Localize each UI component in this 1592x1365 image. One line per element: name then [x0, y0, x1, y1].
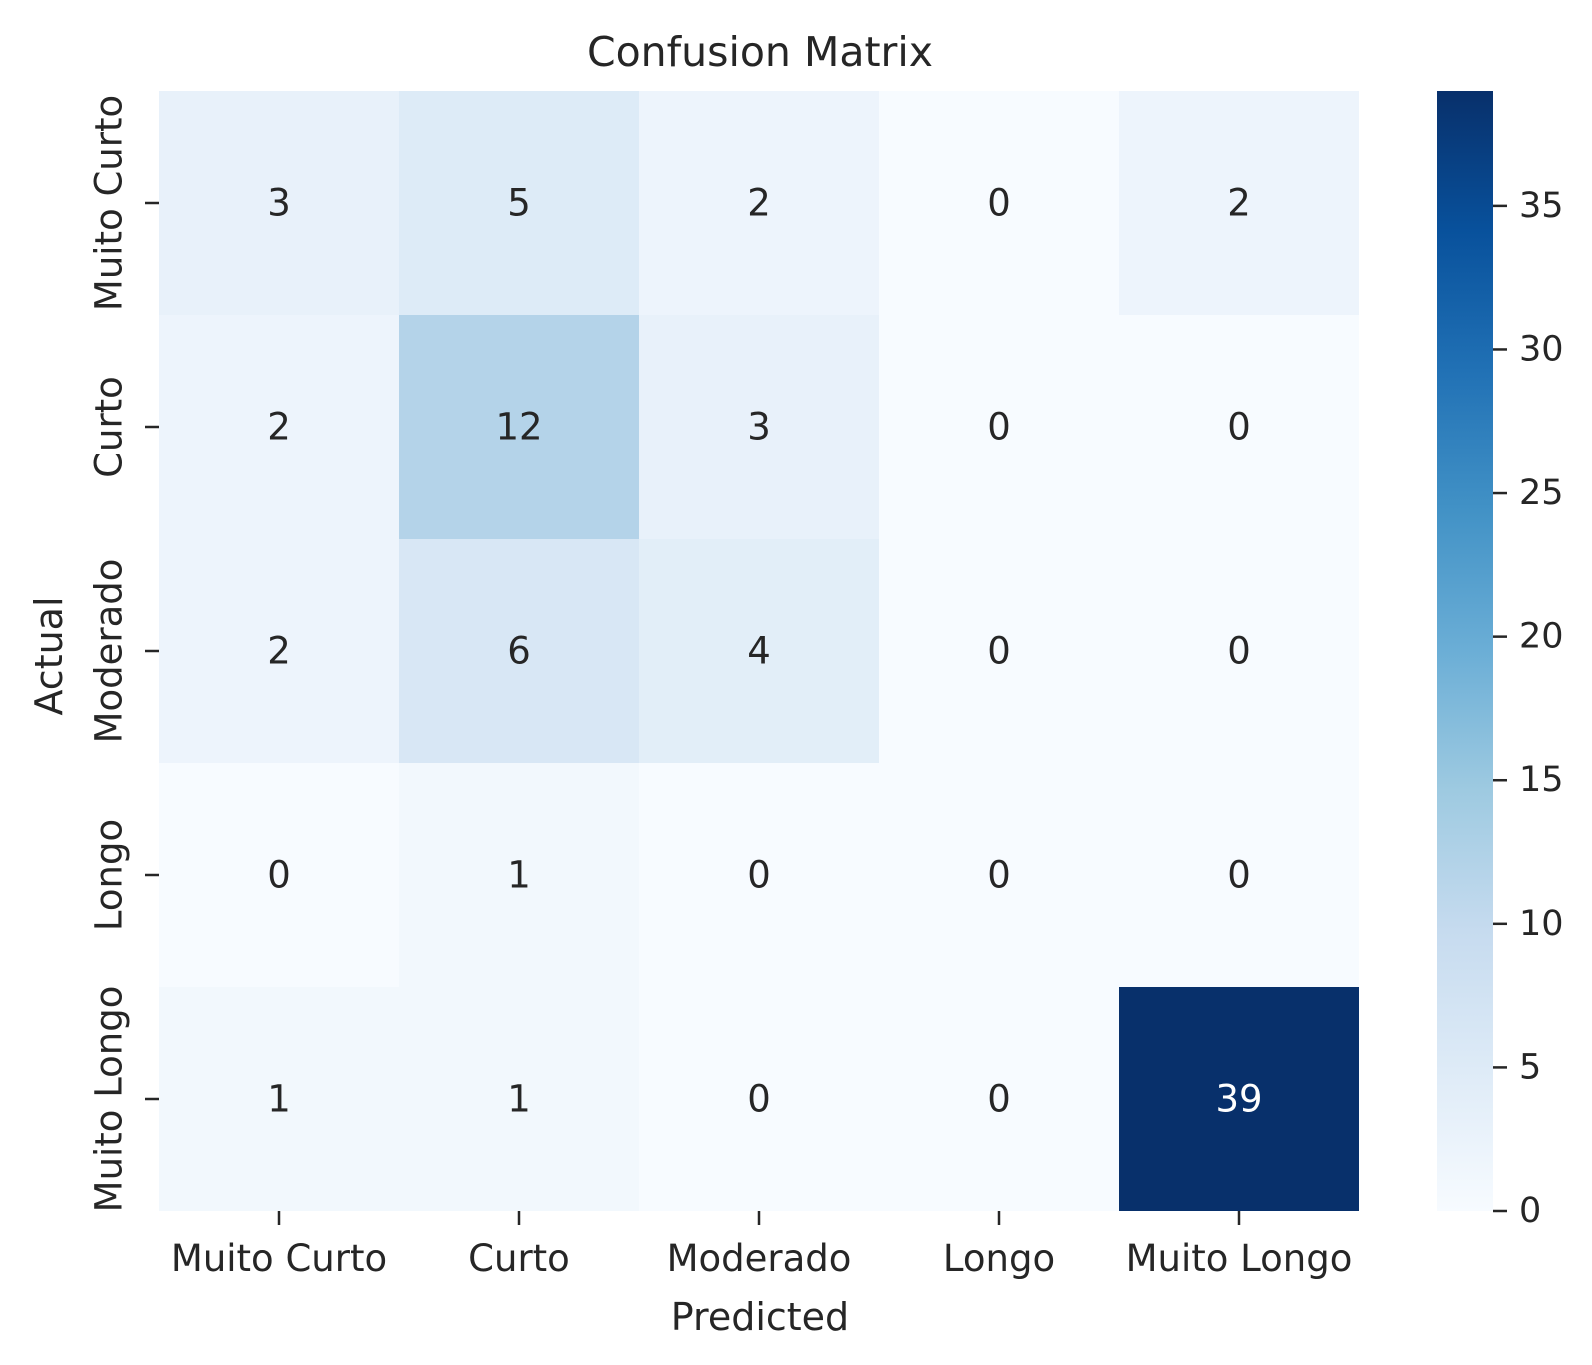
heatmap-cell	[639, 91, 879, 315]
y-tick-label: Muito Curto	[88, 95, 131, 311]
heatmap-cell	[399, 539, 639, 763]
heatmap-cell	[399, 315, 639, 539]
heatmap-cell	[159, 539, 399, 763]
heatmap-cell	[639, 539, 879, 763]
colorbar-tick-label: 5	[1519, 1047, 1541, 1087]
heatmap-cell	[879, 315, 1119, 539]
y-tick-label: Longo	[88, 819, 131, 931]
heatmap-cell	[639, 987, 879, 1211]
cell-value-label: 3	[747, 406, 771, 449]
heatmap-cell	[1119, 539, 1359, 763]
heatmap-cell	[639, 315, 879, 539]
heatmap-cell	[399, 763, 639, 987]
cell-value-label: 12	[495, 406, 542, 449]
chart-title: Confusion Matrix	[587, 28, 933, 76]
x-tick-label: Muito Longo	[1126, 1237, 1353, 1280]
cell-value-label: 39	[1215, 1078, 1262, 1121]
y-tick-label: Moderado	[88, 559, 131, 744]
cell-value-label: 4	[747, 630, 771, 673]
heatmap-cell	[1119, 763, 1359, 987]
heatmap-cell	[399, 987, 639, 1211]
cell-value-label: 2	[747, 182, 771, 225]
colorbar-tick-label: 10	[1519, 904, 1564, 944]
cell-value-label: 0	[267, 854, 291, 897]
heatmap-cell	[639, 763, 879, 987]
cell-value-label: 0	[987, 182, 1011, 225]
heatmap-cell	[1119, 315, 1359, 539]
cell-value-label: 1	[507, 854, 531, 897]
heatmap-cell	[159, 987, 399, 1211]
heatmap-cell	[879, 539, 1119, 763]
cell-value-label: 0	[987, 630, 1011, 673]
heatmap-cell	[159, 763, 399, 987]
colorbar-gradient	[1437, 91, 1493, 1211]
heatmap-cell	[399, 91, 639, 315]
y-axis-label: Actual	[27, 596, 71, 715]
heatmap-cells: 3 5 2 0 2 2 12 3 0 0 2 6 4 0 0 0 1 0 0 0 1 1 0 0 39	[159, 91, 1359, 1211]
cell-value-label: 2	[267, 630, 291, 673]
x-axis-label: Predicted	[671, 1295, 849, 1339]
heatmap-cell	[879, 763, 1119, 987]
heatmap-cell	[159, 91, 399, 315]
x-axis-ticks: Muito Curto Curto Moderado Longo Muito Longo	[171, 1211, 1352, 1280]
colorbar-tick-label: 15	[1519, 760, 1564, 800]
colorbar-tick-label: 0	[1519, 1191, 1541, 1231]
heatmap-cell	[879, 91, 1119, 315]
y-tick-label: Muito Longo	[88, 986, 131, 1213]
heatmap-cell	[159, 315, 399, 539]
cell-value-label: 6	[507, 630, 531, 673]
cell-value-label: 0	[1227, 406, 1251, 449]
cell-value-label: 5	[507, 182, 531, 225]
cell-value-label: 0	[987, 406, 1011, 449]
cell-value-label: 0	[747, 854, 771, 897]
heatmap-cell	[1119, 91, 1359, 315]
y-tick-label: Curto	[88, 376, 131, 478]
colorbar-tick-label: 20	[1519, 617, 1564, 657]
cell-value-label: 2	[267, 406, 291, 449]
colorbar-tick-label: 30	[1519, 329, 1564, 369]
cell-value-label: 2	[1227, 182, 1251, 225]
cell-value-label: 1	[267, 1078, 291, 1121]
cell-value-label: 1	[507, 1078, 531, 1121]
cell-value-label: 3	[267, 182, 291, 225]
cell-value-label: 0	[1227, 854, 1251, 897]
cell-value-label: 0	[987, 854, 1011, 897]
x-tick-label: Longo	[943, 1237, 1055, 1280]
y-axis-ticks: Muito Curto Curto Moderado Longo Muito Longo	[88, 95, 159, 1213]
x-tick-label: Moderado	[667, 1237, 852, 1280]
colorbar-tick-label: 35	[1519, 186, 1564, 226]
heatmap-cell	[879, 987, 1119, 1211]
cell-value-label: 0	[1227, 630, 1251, 673]
colorbar: 0 5 10 15 20 25 30 35	[1437, 91, 1564, 1231]
colorbar-tick-label: 25	[1519, 473, 1564, 513]
x-tick-label: Curto	[468, 1237, 570, 1280]
x-tick-label: Muito Curto	[171, 1237, 387, 1280]
heatmap-cell	[1119, 987, 1359, 1211]
cell-value-label: 0	[987, 1078, 1011, 1121]
cell-value-label: 0	[747, 1078, 771, 1121]
